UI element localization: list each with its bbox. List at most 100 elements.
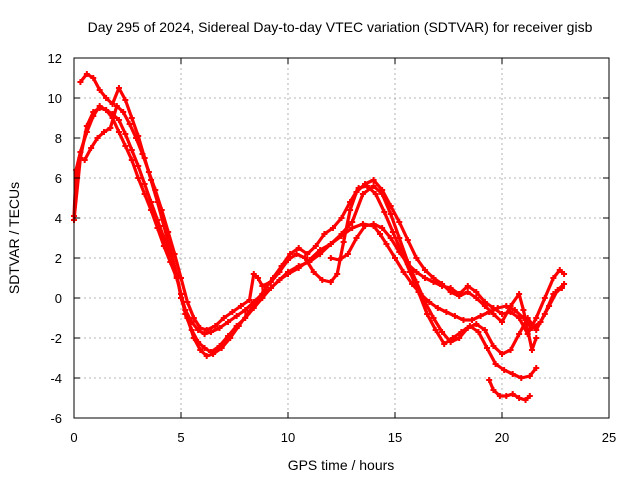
data-point-marker	[439, 329, 446, 335]
data-point-marker	[201, 331, 208, 337]
data-point-marker	[276, 269, 283, 275]
data-point-marker	[115, 129, 122, 135]
data-point-marker	[347, 207, 354, 213]
data-point-marker	[255, 275, 262, 281]
data-point-marker	[516, 315, 523, 321]
data-point-marker	[447, 285, 454, 291]
data-point-marker	[100, 129, 107, 135]
data-point-marker	[334, 271, 341, 277]
data-point-marker	[490, 387, 497, 393]
data-point-marker	[122, 97, 129, 103]
data-point-marker	[203, 353, 210, 359]
data-point-marker	[528, 347, 535, 353]
data-point-marker	[148, 199, 155, 205]
data-point-marker	[396, 249, 403, 255]
data-point-marker	[421, 275, 428, 281]
data-point-marker	[550, 275, 557, 281]
data-point-marker	[499, 319, 505, 325]
data-point-marker	[516, 395, 523, 401]
data-point-marker	[458, 329, 465, 335]
data-point-marker	[242, 307, 249, 313]
data-point-marker	[526, 373, 533, 379]
data-point-marker	[88, 145, 95, 151]
data-point-marker	[432, 327, 439, 333]
data-point-marker	[135, 175, 142, 181]
data-point-marker	[96, 87, 103, 93]
data-point-marker	[317, 251, 324, 257]
data-point-marker	[541, 311, 548, 317]
data-point-marker	[406, 269, 413, 275]
data-point-marker	[96, 105, 103, 111]
data-point-marker	[197, 347, 204, 353]
data-point-marker	[430, 315, 437, 321]
data-point-marker	[165, 229, 172, 235]
data-point-marker	[501, 367, 508, 373]
data-point-marker	[327, 255, 334, 261]
data-point-marker	[443, 309, 450, 315]
data-point-marker	[430, 279, 437, 285]
y-tick-label: 8	[55, 131, 62, 146]
data-point-marker	[490, 343, 497, 349]
data-point-marker	[252, 299, 259, 305]
data-point-marker	[404, 237, 411, 243]
data-point-marker	[524, 331, 531, 337]
data-point-marker	[518, 375, 525, 381]
data-point-marker	[509, 371, 516, 377]
x-tick-label: 5	[177, 430, 184, 445]
data-point-marker	[319, 277, 326, 283]
data-point-marker	[77, 155, 84, 161]
data-point-marker	[83, 71, 90, 77]
data-point-marker	[464, 283, 471, 289]
data-point-marker	[90, 75, 97, 81]
data-point-marker	[516, 291, 523, 297]
data-series	[71, 71, 568, 403]
data-point-marker	[145, 169, 152, 175]
data-point-marker	[379, 225, 386, 231]
data-point-marker	[387, 211, 394, 217]
data-point-marker	[115, 85, 122, 91]
data-point-marker	[533, 327, 540, 333]
data-point-marker	[212, 323, 219, 329]
data-point-marker	[244, 311, 251, 317]
y-tick-label: 4	[55, 211, 62, 226]
data-point-marker	[246, 297, 253, 303]
data-point-marker	[349, 225, 356, 231]
series-track-a	[72, 104, 566, 336]
data-point-marker	[372, 191, 379, 197]
data-point-marker	[477, 313, 484, 319]
data-point-marker	[379, 187, 386, 193]
data-point-marker	[413, 255, 420, 261]
data-point-marker	[158, 207, 165, 213]
data-point-marker	[90, 109, 97, 115]
data-point-marker	[421, 267, 428, 273]
data-point-marker	[561, 281, 568, 287]
x-tick-label: 10	[281, 430, 295, 445]
data-point-marker	[550, 291, 557, 297]
data-point-marker	[327, 241, 334, 247]
data-point-marker	[413, 269, 420, 275]
data-point-marker	[190, 315, 197, 321]
data-point-marker	[464, 289, 471, 295]
data-point-marker	[400, 269, 407, 275]
data-point-marker	[349, 219, 356, 225]
data-point-marker	[107, 125, 114, 131]
data-point-marker	[507, 347, 514, 353]
data-point-marker	[456, 335, 463, 341]
data-point-marker	[507, 309, 514, 315]
y-tick-label: -6	[50, 411, 62, 426]
data-point-marker	[197, 325, 204, 331]
series-track-b	[72, 106, 564, 356]
data-point-marker	[516, 331, 523, 337]
data-point-marker	[285, 269, 291, 275]
data-point-marker	[473, 321, 480, 327]
data-point-marker	[503, 393, 510, 399]
data-point-marker	[561, 271, 568, 277]
axis-ticks: 0 5 10 15 20 25 -6 -4 -2 0 2 4 6 8 10 12	[48, 51, 617, 445]
data-point-marker	[229, 309, 236, 315]
data-point-marker	[310, 269, 317, 275]
data-point-marker	[359, 191, 366, 197]
y-tick-label: 6	[55, 171, 62, 186]
data-point-marker	[237, 303, 244, 309]
data-point-marker	[304, 251, 311, 257]
data-point-marker	[210, 351, 217, 357]
